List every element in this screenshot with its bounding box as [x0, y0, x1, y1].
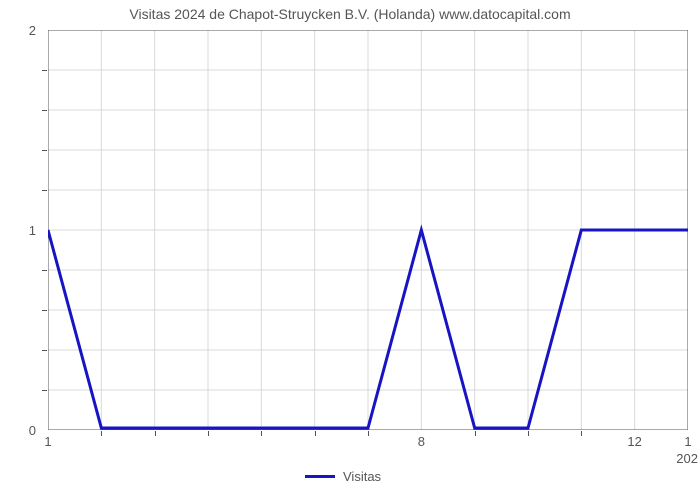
y-minor-tick: [42, 150, 47, 151]
y-minor-tick: [42, 270, 47, 271]
legend-label: Visitas: [343, 469, 381, 484]
chart-title: Visitas 2024 de Chapot-Struycken B.V. (H…: [0, 6, 700, 22]
x-minor-tick: [475, 431, 476, 436]
x-axis-label: 8: [401, 434, 441, 449]
y-minor-tick: [42, 350, 47, 351]
x-minor-tick: [315, 431, 316, 436]
legend: Visitas: [305, 469, 381, 484]
x-minor-tick: [208, 431, 209, 436]
y-minor-tick: [42, 110, 47, 111]
plot-area: [48, 30, 688, 430]
y-minor-tick: [42, 310, 47, 311]
x-axis-label: 1: [668, 434, 700, 449]
y-minor-tick: [42, 190, 47, 191]
x-minor-tick: [261, 431, 262, 436]
chart-svg: [48, 30, 688, 430]
x-axis-secondary-label: 202: [658, 451, 698, 466]
x-axis-label: 12: [615, 434, 655, 449]
y-axis-label: 1: [0, 223, 36, 238]
x-minor-tick: [101, 431, 102, 436]
legend-line: [305, 475, 335, 478]
y-axis-label: 2: [0, 23, 36, 38]
x-minor-tick: [528, 431, 529, 436]
y-minor-tick: [42, 70, 47, 71]
x-minor-tick: [155, 431, 156, 436]
chart-container: Visitas 2024 de Chapot-Struycken B.V. (H…: [0, 0, 700, 500]
y-minor-tick: [42, 390, 47, 391]
x-axis-label: 1: [28, 434, 68, 449]
x-minor-tick: [581, 431, 582, 436]
x-minor-tick: [368, 431, 369, 436]
